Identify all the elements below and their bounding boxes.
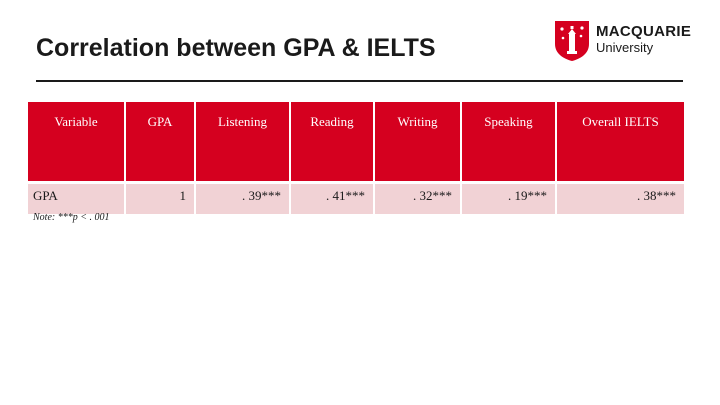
- title-divider: [36, 80, 683, 82]
- table-row: GPA 1 . 39*** . 41*** . 32*** . 19*** . …: [28, 184, 684, 214]
- table-cell: . 41***: [289, 184, 374, 214]
- slide-title: Correlation between GPA & IELTS: [36, 34, 436, 62]
- table-cell: . 39***: [194, 184, 290, 214]
- note-text: ***p < . 001: [55, 212, 110, 223]
- correlation-table: Variable GPA Listening Reading Writing S…: [28, 102, 684, 214]
- table-header-row: Variable GPA Listening Reading Writing S…: [28, 102, 684, 181]
- column-header: Overall IELTS: [555, 102, 684, 181]
- column-header: Reading: [289, 102, 374, 181]
- row-label: GPA: [28, 184, 125, 214]
- column-header: Speaking: [460, 102, 556, 181]
- logo-line2: University: [596, 40, 654, 55]
- column-header: Listening: [194, 102, 290, 181]
- logo-wordmark: MACQUARIE University: [596, 23, 692, 56]
- column-header: Variable: [28, 102, 125, 181]
- table-note: Note: ***p < . 001: [33, 212, 109, 223]
- table-cell: . 32***: [373, 184, 461, 214]
- table-cell: . 38***: [555, 184, 684, 214]
- note-prefix: Note:: [33, 212, 56, 223]
- logo-line1: MACQUARIE: [596, 23, 692, 40]
- column-header: GPA: [124, 102, 195, 181]
- table-spacer: [28, 181, 684, 184]
- table-cell: 1: [124, 184, 195, 214]
- table-cell: . 19***: [460, 184, 556, 214]
- macquarie-lighthouse-shield-icon: [555, 21, 589, 61]
- university-logo: MACQUARIE University: [554, 20, 694, 64]
- column-header: Writing: [373, 102, 461, 181]
